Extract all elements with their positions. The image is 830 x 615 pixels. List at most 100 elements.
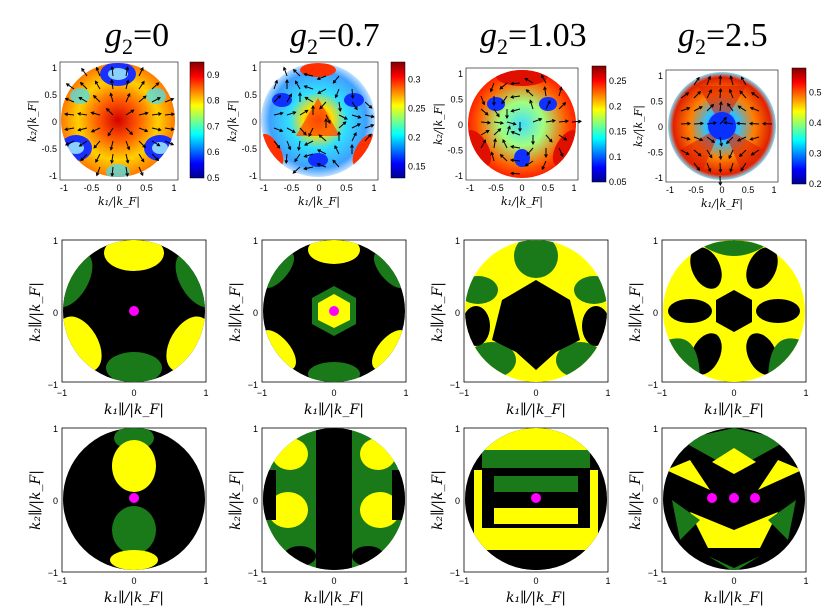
y-tick-label: 0 <box>658 122 663 132</box>
vector-arrow <box>510 159 521 162</box>
vector-arrowhead <box>686 106 691 111</box>
x-tick-label: -1 <box>666 185 674 195</box>
vector-arrowhead <box>740 76 745 81</box>
vector-arrow <box>91 112 101 116</box>
vector-arrow <box>693 149 702 157</box>
vector-arrowhead <box>142 95 147 100</box>
y-tick-label: −1 <box>48 380 58 390</box>
vector-arrow <box>138 140 146 148</box>
x-tick-label: -0.5 <box>284 183 300 193</box>
colorbar-3 <box>591 65 607 183</box>
vector-arrow <box>317 149 327 155</box>
vector-arrow <box>480 130 490 136</box>
vector-arrow <box>680 92 689 99</box>
vector-arrow <box>93 140 101 149</box>
title-col-1: g2=0 <box>105 17 169 59</box>
y-axis-label: k₂∥/|k_F| <box>430 470 446 530</box>
vector-arrowhead <box>324 117 328 122</box>
vector-arrow <box>273 112 283 116</box>
y-tick-label: 1 <box>53 236 58 246</box>
vector-arrowhead <box>562 102 567 106</box>
vector-arrowhead <box>129 131 134 136</box>
vector-arrowhead <box>699 137 704 142</box>
colorbar-tick-label: 0.3 <box>809 148 822 158</box>
vector-arrow <box>78 127 88 131</box>
y-tick-label: -1 <box>455 171 463 181</box>
x-axis-label: k₁∥/|k_F| <box>104 402 164 418</box>
vector-arrowhead <box>155 82 160 86</box>
vector-arrow <box>78 113 88 116</box>
pattern-panel-r3-c4 <box>661 427 807 573</box>
vector-arrowhead <box>551 119 556 123</box>
colorbar-tick-label: 0.25 <box>408 103 426 113</box>
heatmap-panel-4 <box>665 69 779 187</box>
vector-arrowhead <box>78 96 83 101</box>
colorbar-tick-label: 0.8 <box>207 96 220 106</box>
y-axis-label: k₂/|k_F| <box>432 103 446 145</box>
vector-arrowhead <box>718 182 723 187</box>
x-axis-label: k₁∥/|k_F| <box>304 590 364 606</box>
vector-arrowhead <box>319 105 323 110</box>
y-tick-label: -0.5 <box>647 148 663 158</box>
x-tick-label: -1 <box>60 183 68 193</box>
y-tick-label: -0.5 <box>447 146 463 156</box>
x-tick-label: 0.5 <box>742 185 755 195</box>
vector-arrow <box>308 127 314 137</box>
x-tick-label: 1 <box>771 185 776 195</box>
title-col-4: g2=2.5 <box>678 17 768 59</box>
x-tick-label: −1 <box>657 576 667 586</box>
colorbar-tick-label: 0.15 <box>609 127 627 137</box>
vector-arrowhead <box>368 105 373 109</box>
colorbar-tick-label: 0.7 <box>207 121 220 131</box>
y-tick-label: -1 <box>655 173 663 183</box>
y-tick-label: 0 <box>653 308 658 318</box>
y-tick-label: 1 <box>252 63 257 73</box>
x-tick-label: -0.5 <box>688 185 704 195</box>
y-tick-label: −1 <box>648 380 658 390</box>
vector-arrow <box>741 76 747 86</box>
vector-arrow <box>164 140 174 146</box>
vector-arrow <box>95 80 101 90</box>
vector-arrowhead <box>487 120 491 125</box>
vector-arrowhead <box>750 152 755 156</box>
y-tick-label: 0 <box>253 308 258 318</box>
vector-arrow <box>151 97 161 103</box>
y-tick-label: −1 <box>248 380 258 390</box>
colorbar-tick-label: 0.25 <box>609 76 627 86</box>
vector-arrow <box>292 166 301 174</box>
vector-arrow <box>511 131 521 136</box>
vector-arrowhead <box>729 168 733 173</box>
vector-arrowhead <box>303 131 307 136</box>
vector-arrowhead <box>547 99 551 104</box>
vector-arrow <box>500 154 508 162</box>
vector-arrowhead <box>77 112 82 116</box>
vector-arrow <box>351 123 361 129</box>
vector-arrow <box>541 74 547 84</box>
vector-arrow <box>706 136 715 143</box>
vector-arrow <box>499 82 508 90</box>
magenta-point <box>707 493 717 503</box>
vector-arrowhead <box>687 121 692 126</box>
vector-arrow <box>138 95 147 103</box>
vector-arrow <box>286 140 291 150</box>
vector-arrowhead <box>749 137 754 141</box>
vector-arrow <box>545 100 551 110</box>
y-tick-label: 0.5 <box>450 95 463 105</box>
vector-arrowhead <box>510 158 515 163</box>
x-tick-label: 1 <box>371 183 376 193</box>
vector-arrowhead <box>711 139 716 143</box>
vector-arrow <box>317 88 327 94</box>
vector-arrowhead <box>512 121 517 126</box>
vector-arrowhead <box>144 128 149 133</box>
x-axis-label: k₁∥/|k_F| <box>104 590 164 606</box>
vector-arrow <box>80 153 88 161</box>
vector-arrow <box>81 68 88 77</box>
vector-arrowhead <box>708 89 712 94</box>
x-axis-label: k₁/|k_F| <box>298 195 340 209</box>
vector-arrowhead <box>81 67 85 72</box>
colorbar-tick-label: 0.5 <box>207 173 220 183</box>
vector-arrow <box>751 149 760 156</box>
vector-arrow <box>739 149 747 157</box>
vector-arrow <box>558 102 566 110</box>
vector-arrowhead <box>718 169 723 174</box>
